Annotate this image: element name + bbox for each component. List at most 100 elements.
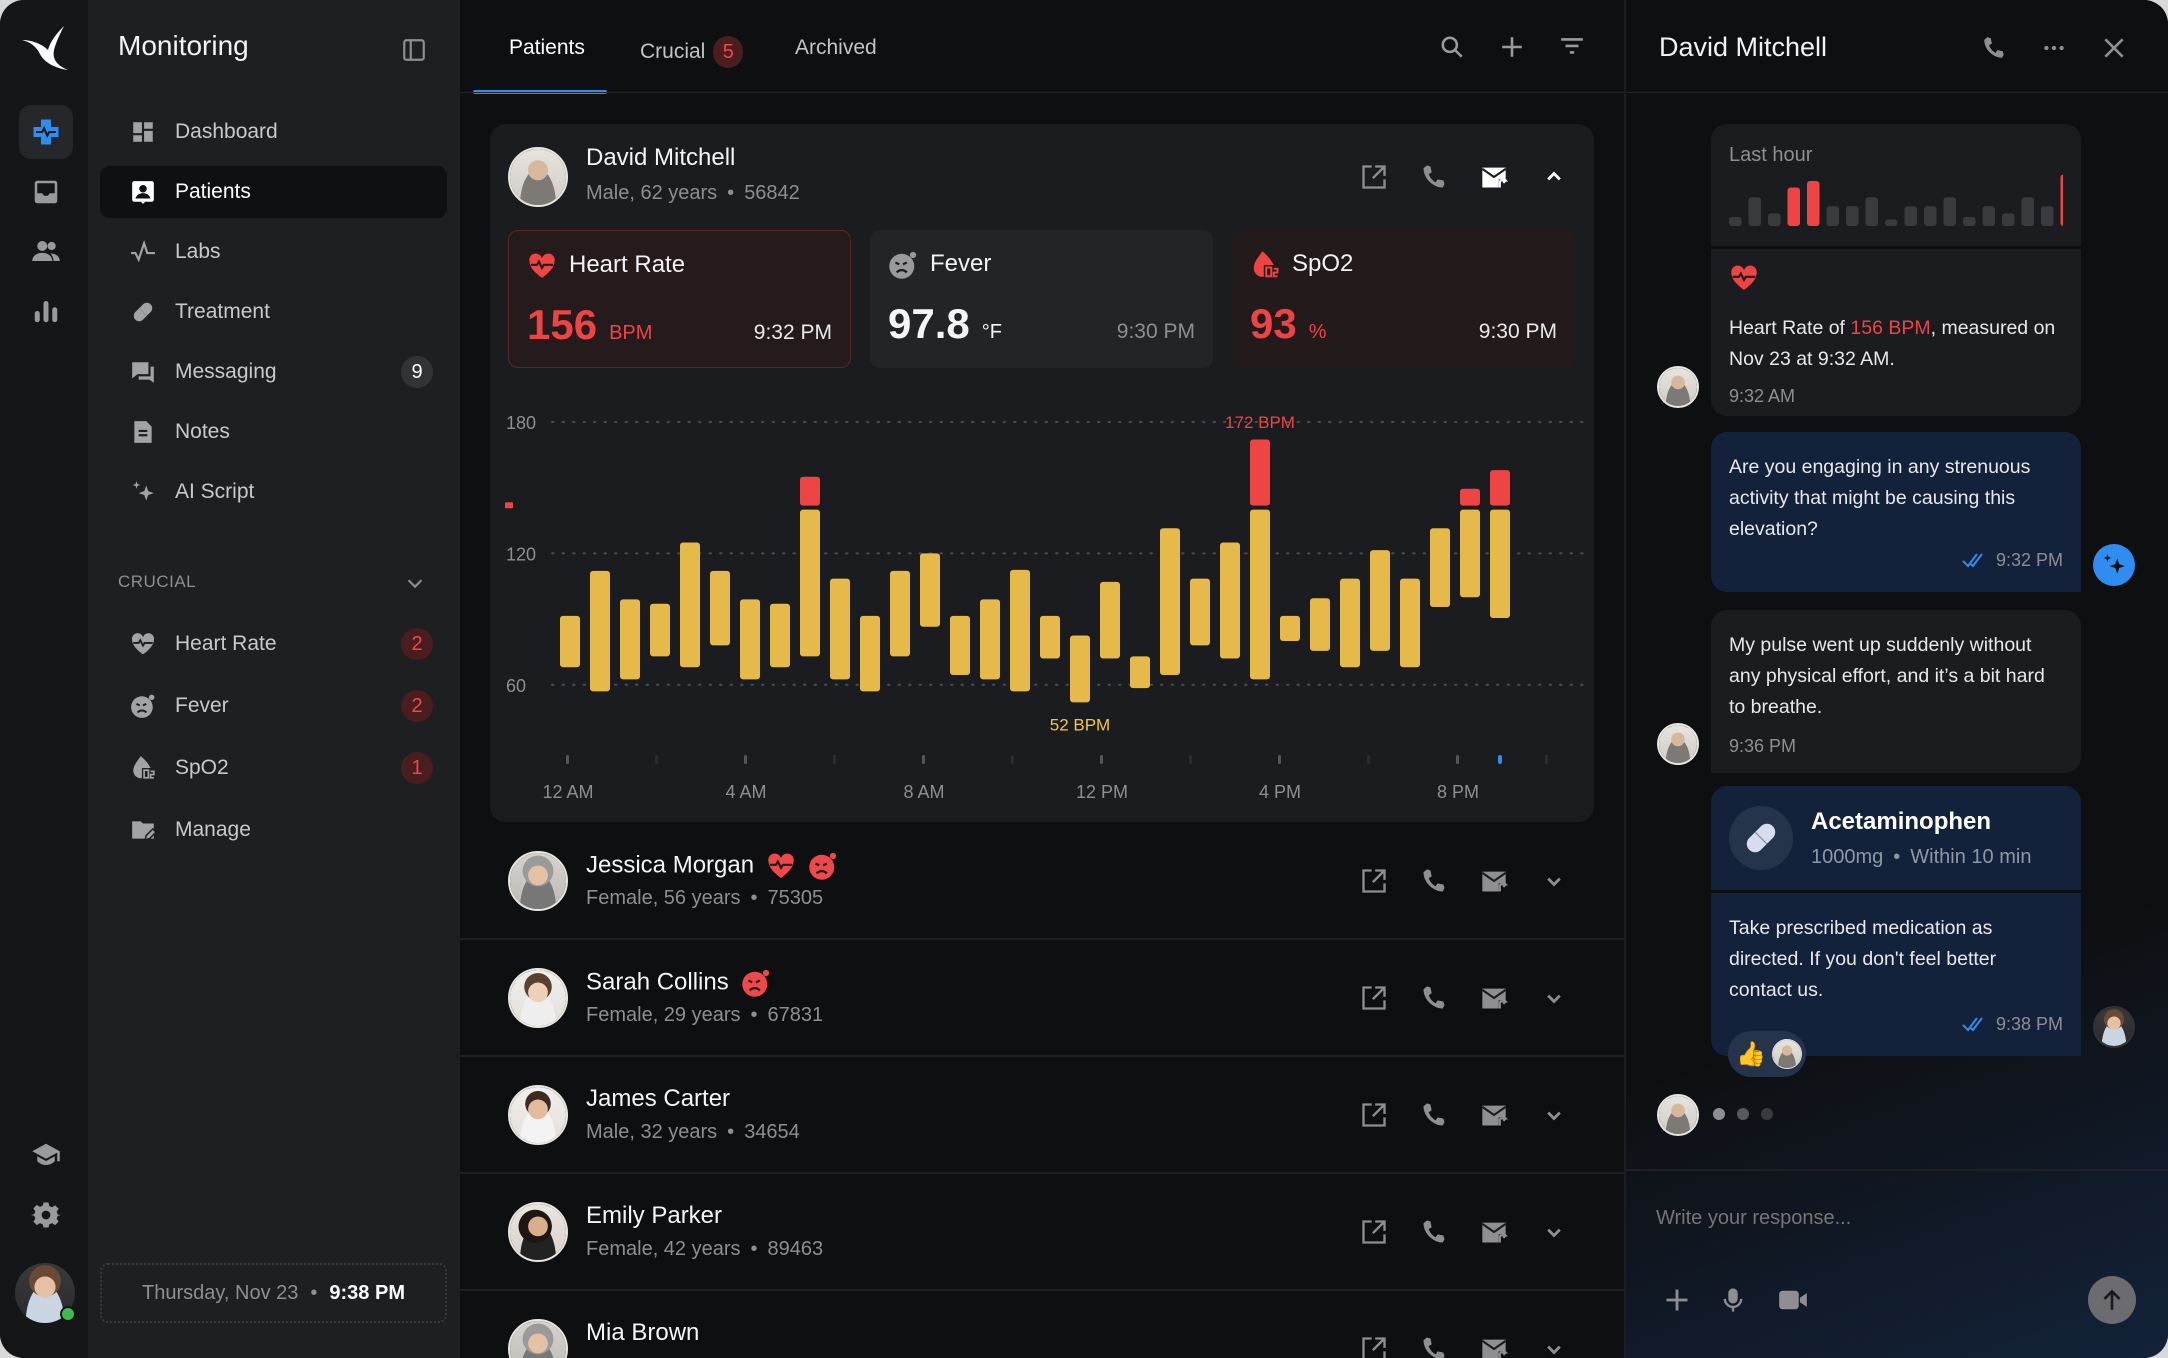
vital-card-fever[interactable]: Fever 97.8 °F 9:30 PM [870, 230, 1213, 368]
rail-users-button[interactable] [19, 224, 73, 278]
response-input[interactable] [1656, 1200, 2136, 1236]
patient-row[interactable]: Mia Brown [460, 1291, 1624, 1358]
chevron-down-icon[interactable] [1540, 1218, 1568, 1246]
y-tick-label: 60 [506, 676, 526, 696]
sidebar-item-notes[interactable]: Notes [100, 406, 447, 458]
message-meta: 9:38 PM [1962, 1009, 2063, 1040]
mini-bar [1904, 206, 1917, 226]
rail-inbox-button[interactable] [19, 165, 73, 219]
tab-archived[interactable]: Archived [795, 36, 877, 60]
patient-name[interactable]: James Carter [586, 1085, 731, 1112]
chevron-down-icon[interactable] [1540, 867, 1568, 895]
bar-alert-segment [1250, 439, 1270, 506]
sidebar-item-label: Fever [175, 694, 229, 717]
phone-icon[interactable] [1420, 867, 1448, 895]
bar-alert-segment [1460, 488, 1480, 506]
chevron-down-icon[interactable] [1540, 1101, 1568, 1129]
phone-icon[interactable] [1420, 1218, 1448, 1246]
open-external-icon[interactable] [1360, 1218, 1388, 1246]
bar [560, 615, 580, 668]
patient-name[interactable]: Emily Parker [586, 1202, 723, 1229]
alert-count-badge: 2 [401, 628, 433, 660]
bar [1400, 578, 1420, 668]
sidebar-item-dashboard[interactable]: Dashboard [100, 106, 447, 158]
chevron-up-icon[interactable] [1540, 163, 1568, 191]
open-external-icon[interactable] [1360, 163, 1388, 191]
filter-icon[interactable] [1559, 34, 1585, 60]
tab-patients[interactable]: Patients [509, 36, 585, 60]
sidebar-item-messaging[interactable]: Messaging 9 [100, 346, 447, 398]
sidebar-item-patients[interactable]: Patients [100, 166, 447, 218]
attach-plus-icon[interactable] [1663, 1286, 1691, 1314]
sidebar-item-treatment[interactable]: Treatment [100, 286, 447, 338]
heart-pulse-icon [130, 631, 156, 657]
vital-card-heart-rate[interactable]: Heart Rate 156 BPM 9:32 PM [508, 230, 851, 368]
mail-forward-icon[interactable] [1480, 1218, 1508, 1246]
patient-name[interactable]: Mia Brown [586, 1319, 700, 1346]
vital-value-group: 156 BPM [527, 301, 652, 349]
tab-crucial[interactable]: Crucial 5 [640, 36, 744, 68]
chevron-down-icon[interactable] [1540, 1335, 1568, 1358]
close-icon[interactable] [2101, 35, 2127, 61]
sidebar-toggle-icon[interactable] [401, 37, 427, 63]
mail-forward-icon[interactable] [1480, 867, 1508, 895]
mail-forward-icon[interactable] [1480, 984, 1508, 1012]
graduation-cap-icon [31, 1140, 61, 1170]
phone-icon[interactable] [1420, 1335, 1448, 1358]
phone-icon[interactable] [1981, 35, 2007, 61]
chevron-down-icon[interactable] [1540, 984, 1568, 1012]
mail-forward-icon[interactable] [1480, 1101, 1508, 1129]
search-icon[interactable] [1439, 34, 1465, 60]
rail-settings-button[interactable] [19, 1188, 73, 1242]
sidebar-item-spo2[interactable]: SpO2 1 [100, 742, 447, 794]
sidebar-item-labs[interactable]: Labs [100, 226, 447, 278]
patient-name[interactable]: Jessica Morgan [586, 851, 755, 879]
open-external-icon[interactable] [1360, 984, 1388, 1012]
bar [680, 542, 700, 668]
folder-edit-icon [130, 817, 156, 843]
mail-forward-icon[interactable] [1480, 163, 1508, 191]
prescription-card[interactable]: Acetaminophen 1000mg • Within 10 min [1711, 786, 2081, 890]
phone-icon[interactable] [1420, 1101, 1448, 1129]
rail-monitoring-button[interactable] [19, 105, 73, 159]
rail-analytics-button[interactable] [19, 284, 73, 338]
add-icon[interactable] [1499, 34, 1525, 60]
phone-icon[interactable] [1420, 984, 1448, 1012]
patient-row[interactable]: Jessica Morgan Female, 56 years • 75305 [460, 823, 1624, 940]
sidebar-item-manage[interactable]: Manage [100, 804, 447, 856]
alert-value: 156 BPM [1850, 317, 1931, 339]
more-icon[interactable] [2041, 35, 2067, 61]
microphone-icon[interactable] [1719, 1286, 1747, 1314]
open-external-icon[interactable] [1360, 1335, 1388, 1358]
patient-name[interactable]: Sarah Collins [586, 968, 729, 996]
rail-learning-button[interactable] [19, 1128, 73, 1182]
patient-row[interactable]: Sarah Collins Female, 29 years • 67831 [460, 940, 1624, 1057]
open-external-icon[interactable] [1360, 867, 1388, 895]
spo2-icon [1250, 250, 1280, 280]
last-hour-label: Last hour [1729, 144, 1813, 166]
send-button[interactable] [2088, 1276, 2136, 1324]
x-tick [922, 755, 925, 764]
sidebar-item-heart-rate[interactable]: Heart Rate 2 [100, 618, 447, 670]
heart-pulse-icon [1729, 263, 1759, 293]
sidebar-item-ai-script[interactable]: AI Script [100, 466, 447, 518]
bird-logo-icon [20, 24, 70, 72]
sidebar-item-fever[interactable]: Fever 2 [100, 680, 447, 732]
patient-name[interactable]: David Mitchell [586, 144, 736, 171]
x-tick-label: 12 AM [542, 782, 593, 802]
patient-row[interactable]: Emily Parker Female, 42 years • 89463 [460, 1174, 1624, 1291]
vital-card-spo2[interactable]: SpO2 93% 9:30 PM [1232, 230, 1575, 368]
mail-forward-icon[interactable] [1480, 1335, 1508, 1358]
patient-avatar [508, 1319, 568, 1358]
reaction-pill[interactable]: 👍 [1728, 1031, 1806, 1077]
vital-time: 9:30 PM [1478, 320, 1557, 343]
video-icon[interactable] [1778, 1286, 1808, 1314]
chevron-down-icon[interactable] [404, 572, 426, 594]
patient-row[interactable]: James Carter Male, 32 years • 34654 [460, 1057, 1624, 1174]
phone-icon[interactable] [1420, 163, 1448, 191]
open-external-icon[interactable] [1360, 1101, 1388, 1129]
current-time-marker [1498, 755, 1502, 764]
bar [590, 570, 610, 692]
patient-id: 34654 [744, 1121, 800, 1143]
